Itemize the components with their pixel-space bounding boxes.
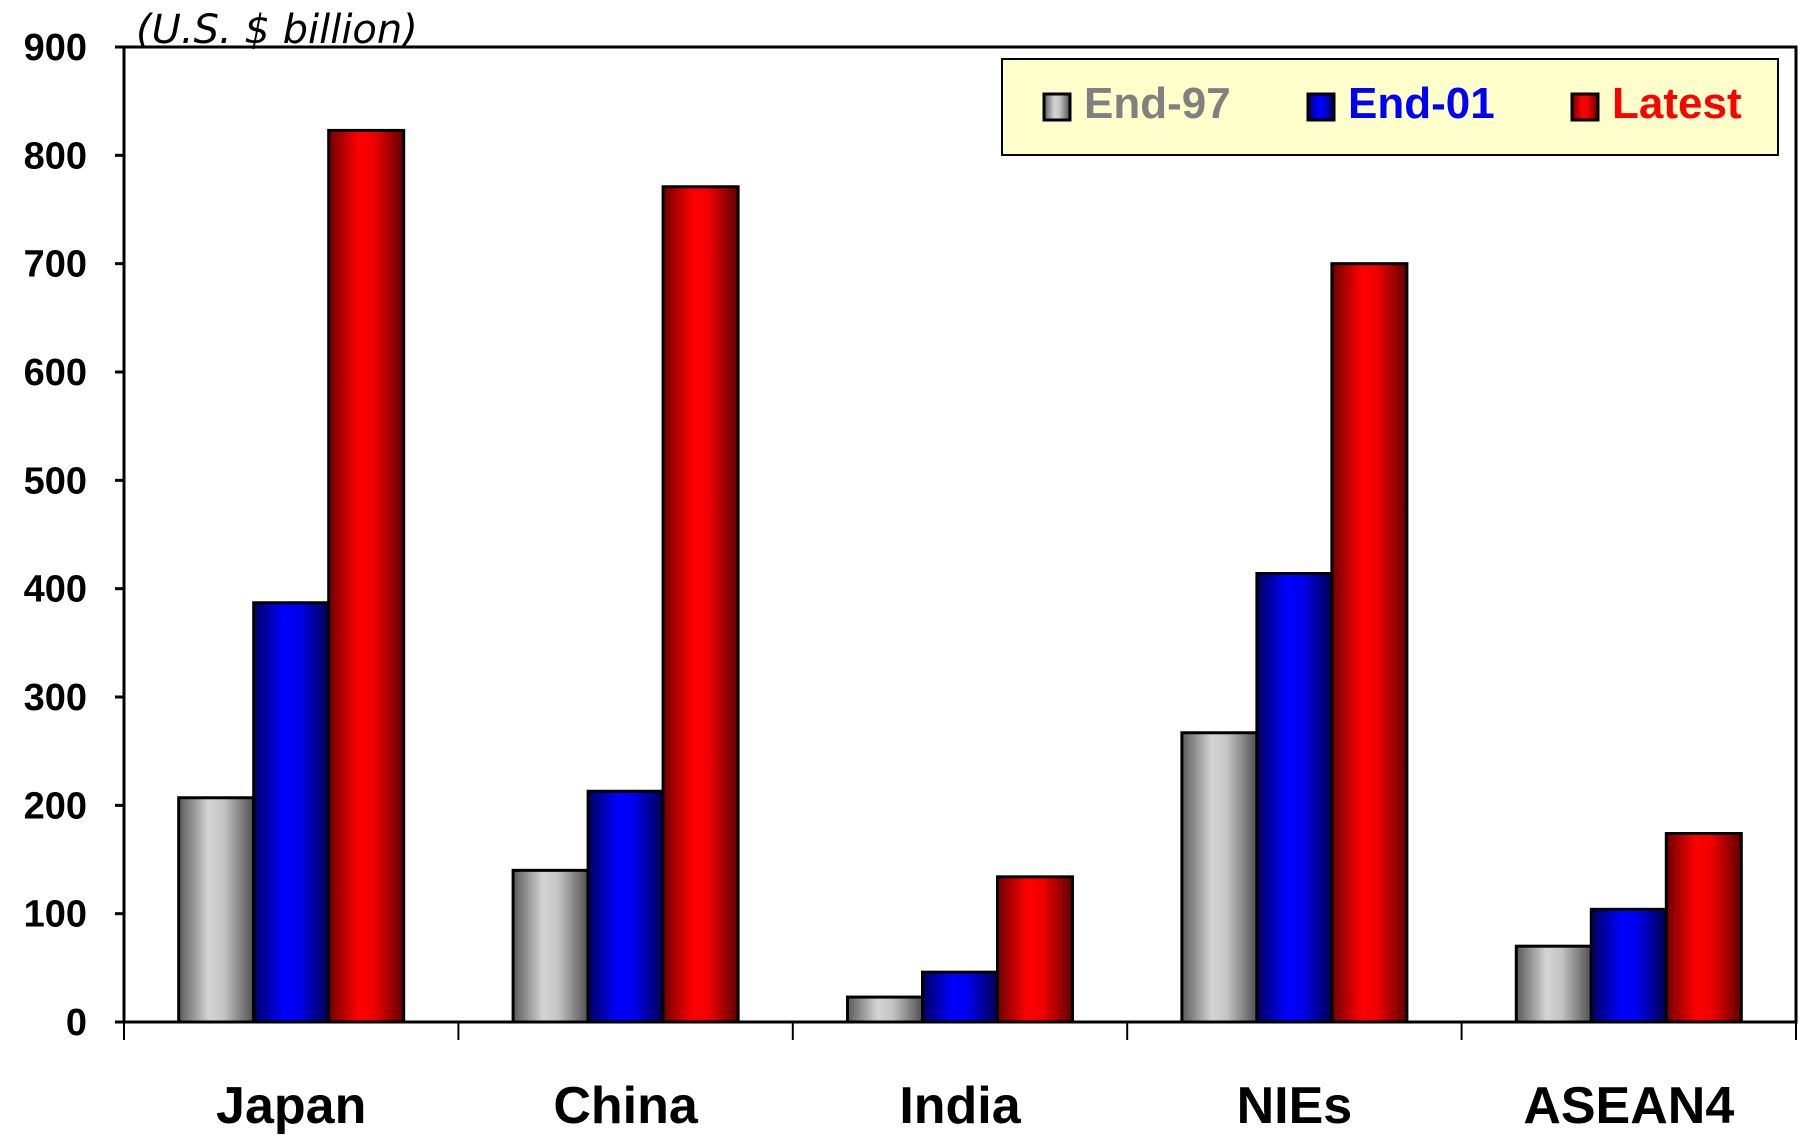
legend-label-end-01: End-01 <box>1348 79 1495 128</box>
legend-label-end-97: End-97 <box>1084 79 1231 128</box>
bar-asean4-end-97 <box>1514 944 1593 1024</box>
x-axis: Japan China India NIEs ASEAN4 <box>123 1022 1797 1135</box>
bar-india-end-01 <box>921 970 999 1024</box>
bar-asean4-end-01 <box>1589 907 1668 1024</box>
bar-nies-latest <box>1330 262 1409 1024</box>
y-tick-label: 600 <box>24 352 87 394</box>
bar-series-group <box>177 128 1743 1024</box>
y-tick-label: 200 <box>24 785 87 827</box>
bar-india-end-97 <box>846 995 924 1024</box>
y-axis: 0 100 200 300 400 500 600 700 800 900 <box>24 27 124 1044</box>
legend-swatch-end-01 <box>1306 92 1336 122</box>
bar-nies-end-97 <box>1180 731 1259 1024</box>
bar-india-latest <box>996 875 1074 1024</box>
y-tick-label: 500 <box>24 460 87 502</box>
x-category-label-japan: Japan <box>216 1077 366 1135</box>
bar-china-end-01 <box>586 789 665 1024</box>
y-tick-label: 800 <box>24 135 87 177</box>
legend: End-97 End-01 Latest <box>1001 58 1779 156</box>
y-tick-label: 300 <box>24 677 87 719</box>
y-tick-label: 900 <box>24 27 87 69</box>
x-category-label-asean4: ASEAN4 <box>1523 1077 1734 1135</box>
legend-label-latest: Latest <box>1612 79 1742 128</box>
bar-japan-latest <box>327 128 406 1024</box>
y-tick-label: 700 <box>24 244 87 286</box>
bar-china-latest <box>661 185 740 1024</box>
bar-china-end-97 <box>511 868 590 1024</box>
bar-nies-end-01 <box>1255 572 1334 1024</box>
plot-area-frame <box>122 45 1798 1024</box>
bar-japan-end-01 <box>252 601 331 1024</box>
x-category-label-china: China <box>553 1077 699 1135</box>
legend-swatch-end-97 <box>1042 92 1072 122</box>
x-category-label-india: India <box>899 1077 1021 1135</box>
x-category-label-nies: NIEs <box>1237 1077 1353 1135</box>
y-tick-label: 100 <box>24 894 87 936</box>
legend-swatch-latest <box>1570 92 1600 122</box>
y-tick-label: 0 <box>66 1002 87 1044</box>
bar-asean4-latest <box>1664 832 1743 1024</box>
y-tick-label: 400 <box>24 569 87 611</box>
legend-box <box>1001 58 1779 156</box>
unit-label: (U.S. $ billion) <box>136 7 418 53</box>
bar-japan-end-97 <box>177 796 256 1024</box>
